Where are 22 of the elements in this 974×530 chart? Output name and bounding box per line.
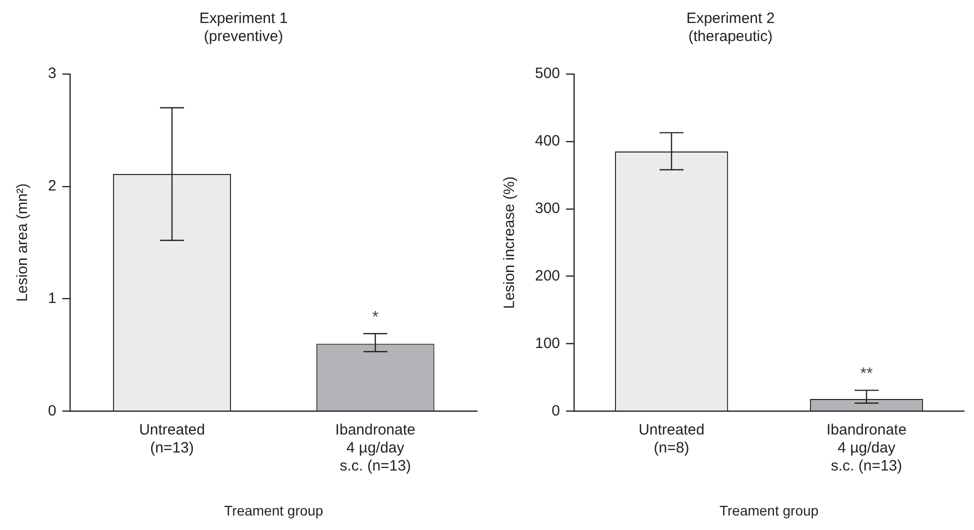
y-axis-title: Lesion increase (%) xyxy=(501,176,518,309)
y-tick-label: 500 xyxy=(534,65,560,82)
y-tick-label: 0 xyxy=(48,402,56,420)
x-tick-label: Untreated (n=8) xyxy=(638,421,704,456)
y-tick-label: 300 xyxy=(534,200,560,218)
y-tick-label: 1 xyxy=(48,290,56,307)
y-tick-label: 200 xyxy=(534,267,560,284)
chart-title: Experiment 2 (therapeutic) xyxy=(686,10,775,46)
y-tick-label: 0 xyxy=(552,402,560,420)
chart-title: Experiment 1 (preventive) xyxy=(199,10,288,46)
x-axis-title: Treament group xyxy=(224,502,324,518)
y-tick-label: 3 xyxy=(48,65,56,82)
y-tick-label: 400 xyxy=(534,132,560,150)
x-axis-title: Treament group xyxy=(719,502,819,518)
x-tick-label: Untreated (n=13) xyxy=(139,421,205,456)
x-tick-label: Ibandronate 4 µg/day s.c. (n=13) xyxy=(335,421,416,474)
y-axis-title: Lesion area (mn²) xyxy=(14,183,32,302)
y-tick-label: 2 xyxy=(48,178,56,195)
annotation: * xyxy=(372,309,378,326)
x-tick-label: Ibandronate 4 µg/day s.c. (n=13) xyxy=(826,421,907,474)
y-tick-label: 100 xyxy=(534,334,560,352)
annotation: ** xyxy=(860,366,873,383)
